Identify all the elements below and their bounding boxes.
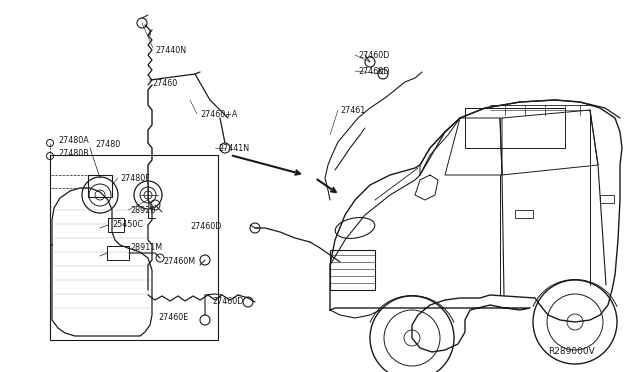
Text: 27460+A: 27460+A [200, 109, 237, 119]
Text: 27460D: 27460D [358, 67, 389, 76]
Text: 27460E: 27460E [158, 312, 188, 321]
Text: 27480F: 27480F [120, 173, 150, 183]
Bar [600, 195, 614, 203]
Bar [107, 246, 129, 260]
Text: 25450C: 25450C [112, 219, 143, 228]
Text: 27441N: 27441N [218, 144, 249, 153]
Text: 27440N: 27440N [155, 45, 186, 55]
Text: 27460M: 27460M [163, 257, 195, 266]
Bar [108, 218, 124, 232]
Text: 27461: 27461 [340, 106, 365, 115]
Bar [88, 175, 112, 197]
Bar [515, 210, 533, 218]
Text: 27480: 27480 [95, 140, 120, 148]
Text: R289000V: R289000V [548, 347, 595, 356]
Text: 27460D: 27460D [358, 51, 389, 60]
Bar [50, 155, 218, 340]
Text: 27460D: 27460D [212, 298, 243, 307]
Bar [330, 250, 375, 290]
Bar [465, 108, 565, 148]
Text: 27460: 27460 [152, 78, 177, 87]
Text: 28911M: 28911M [130, 243, 162, 251]
Text: 27480B: 27480B [58, 148, 89, 157]
Text: 28920: 28920 [130, 205, 156, 215]
Text: 27480A: 27480A [58, 135, 89, 144]
Text: 27460D: 27460D [190, 221, 221, 231]
